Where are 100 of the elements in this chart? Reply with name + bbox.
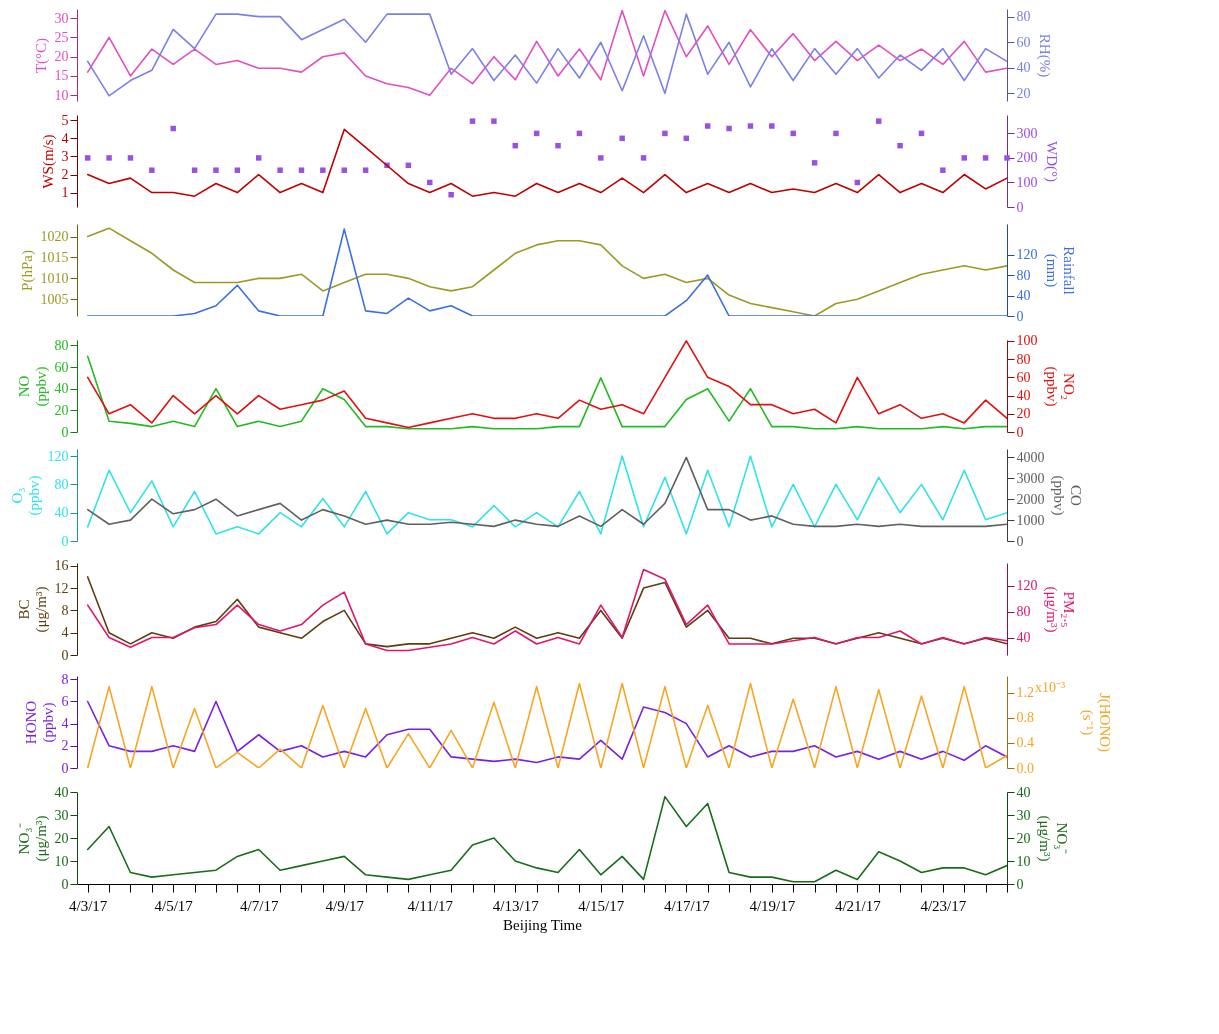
x-tick-label: 4/3/17 [69,897,108,914]
y2-tick-label: 300 [1016,125,1038,141]
point [662,130,668,137]
line-series [86,682,1007,768]
y-tick-label: 10 [54,853,69,869]
y2-tick-label: 40 [1016,60,1031,76]
point [448,191,454,198]
y2-tick-label: 40 [1016,784,1031,800]
point [234,167,241,173]
y-axis-title: WS(m/s) [39,134,57,189]
y2-tick-label: 0.8 [1016,710,1034,726]
y2-tick-label: 30 [1016,807,1031,823]
y-tick-label: 12 [54,580,69,596]
point [982,155,989,161]
point [640,155,647,161]
y-tick-label: 20 [54,830,69,846]
y2-axis-title: PM₂.₅ (μg/m³) [1042,586,1077,633]
line-series [86,355,1007,430]
point [298,167,305,173]
y2-tick-label: 0 [1016,308,1024,324]
line-series [86,340,1007,429]
y-tick-label: 0 [61,647,69,663]
y-tick-label: 8 [61,671,69,687]
y-tick-label: 10 [54,87,69,103]
point [747,123,754,129]
point [833,130,839,137]
y2-tick-label: 60 [1016,34,1031,50]
point [362,167,369,173]
y2-tick-label: 0 [1016,533,1024,549]
y-tick-label: 1005 [40,291,69,307]
y-tick-label: 3 [61,148,69,164]
point [277,167,283,173]
y-tick-label: 30 [54,10,69,26]
point [84,155,91,161]
y2-tick-label: 80 [1016,267,1031,283]
point [469,118,476,124]
x-tick-label: 4/7/17 [240,897,279,914]
y2-tick-label: 0 [1016,876,1024,892]
y2-axis-title: NO₂ (ppbv) [1042,366,1077,407]
y2-tick-label: 80 [1016,604,1031,620]
y-tick-label: 0 [61,876,69,892]
x-tick-label: 4/13/17 [492,897,540,914]
point [341,167,347,173]
line-series [86,795,1007,883]
y2-axis-title: CO (ppbv) [1049,475,1084,516]
y-axis-title: O₃ (ppbv) [8,475,43,516]
y2-axis-title: RH(%) [1035,33,1053,78]
point [704,123,711,129]
y2-tick-label: 40 [1016,288,1031,304]
y2-tick-label: 1.2 [1016,685,1034,701]
y-tick-label: 60 [54,359,69,375]
y-axis-title: NO (ppbv) [15,366,50,407]
y-tick-label: 40 [54,381,69,397]
y2-tick-label: 0 [1016,199,1024,215]
x-tick-label: 4/23/17 [920,897,967,914]
y2-tick-label: 2000 [1016,491,1045,507]
y-tick-label: 0 [61,533,69,549]
y-tick-label: 4 [61,716,69,732]
y2-axis-title: Rainfall (mm) [1042,246,1077,295]
point [255,155,262,161]
point [149,167,155,173]
y-tick-label: 40 [54,784,69,800]
y2-tick-label: 0 [1016,424,1024,440]
y-tick-label: 80 [54,476,69,492]
y2-axis-title: NO₃⁻ (μg/m³) [1035,815,1070,862]
y-tick-label: 4 [61,625,69,641]
text: x10⁻³ [1035,680,1066,695]
y-tick-label: 20 [54,49,69,65]
y-tick-label: 1020 [40,229,69,245]
y2-tick-label: 20 [1016,85,1031,101]
point [961,155,967,161]
y-axis-title: NO₃⁻ (μg/m³) [15,815,50,862]
point [940,167,946,173]
point [598,155,604,161]
y-axis-title: P(hPa) [18,250,36,291]
x-tick-label: 4/19/17 [749,897,796,914]
y2-tick-label: 80 [1016,351,1031,367]
y2-tick-label: 40 [1016,630,1031,646]
x-tick-label: 4/21/17 [834,897,882,914]
y2-axis-title: J(HONO) (s⁻¹) [1079,692,1113,753]
y-tick-label: 1015 [40,249,69,265]
y-tick-label: 2 [61,738,69,754]
point [213,167,219,173]
y2-tick-label: 0.4 [1016,735,1034,751]
point [811,160,818,166]
y-tick-label: 120 [47,448,69,464]
point [170,125,176,132]
point [127,155,134,161]
point [769,123,775,129]
line-series [86,700,1007,764]
y2-tick-label: 20 [1016,830,1031,846]
y-tick-label: 2 [61,167,69,183]
y2-tick-label: 100 [1016,174,1038,190]
x-tick-label: 4/17/17 [663,897,711,914]
y2-tick-label: 10 [1016,853,1031,869]
line-series [86,128,1007,197]
point [1004,155,1010,161]
y2-tick-label: 3000 [1016,470,1045,486]
x-tick-label: 4/9/17 [325,897,365,914]
y2-tick-label: 100 [1016,333,1038,349]
